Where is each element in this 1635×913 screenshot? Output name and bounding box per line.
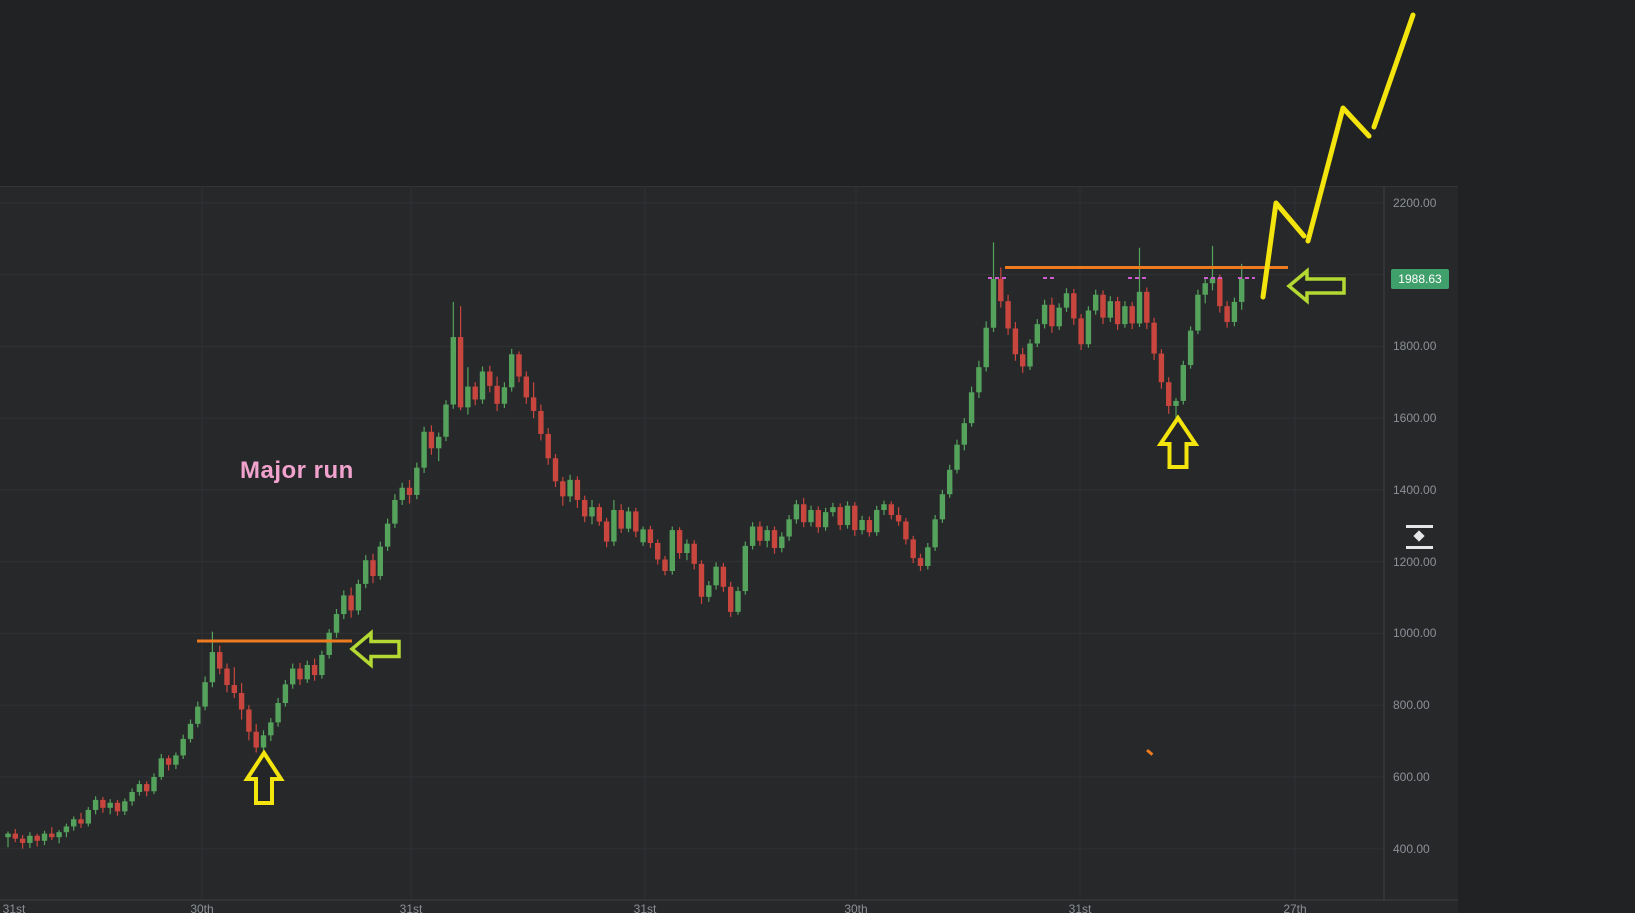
major-run-annotation[interactable]: Major run	[240, 457, 354, 484]
time-tick-label: 31st	[633, 902, 657, 913]
diamond-glyph	[1413, 530, 1425, 542]
time-tick-label: 31st	[1068, 902, 1092, 913]
time-tick-label: 30th	[844, 902, 868, 913]
time-axis[interactable]: 31st 30th 31st 31st 30th 31st 27th	[0, 900, 1458, 913]
price-tick-label: 400.00	[1393, 841, 1430, 856]
price-tick-label: 1000.00	[1393, 626, 1437, 641]
price-tick-label: 1800.00	[1393, 339, 1437, 354]
last-price-tag: 1988.63	[1391, 268, 1449, 289]
price-axis[interactable]: 1988.63 2200.00 1800.00 1600.00 1400.00 1200…	[1384, 186, 1458, 900]
price-tick-label: 1400.00	[1393, 482, 1437, 497]
time-tick-label: 31st	[2, 902, 26, 913]
price-tick-label: 600.00	[1393, 769, 1430, 784]
time-tick-label: 27th	[1283, 902, 1307, 913]
chart-background	[0, 186, 1458, 913]
price-tick-label: 800.00	[1393, 698, 1430, 713]
time-tick-label: 31st	[399, 902, 423, 913]
price-tick-label: 1600.00	[1393, 411, 1437, 426]
time-tick-label: 30th	[190, 902, 214, 913]
zigzag-stroke	[1371, 12, 1416, 130]
price-tick-label: 2200.00	[1393, 195, 1437, 210]
price-tick-label: 1200.00	[1393, 554, 1437, 569]
pane-top-border	[0, 186, 1458, 187]
price-scale-expand-icon[interactable]	[1406, 525, 1433, 549]
